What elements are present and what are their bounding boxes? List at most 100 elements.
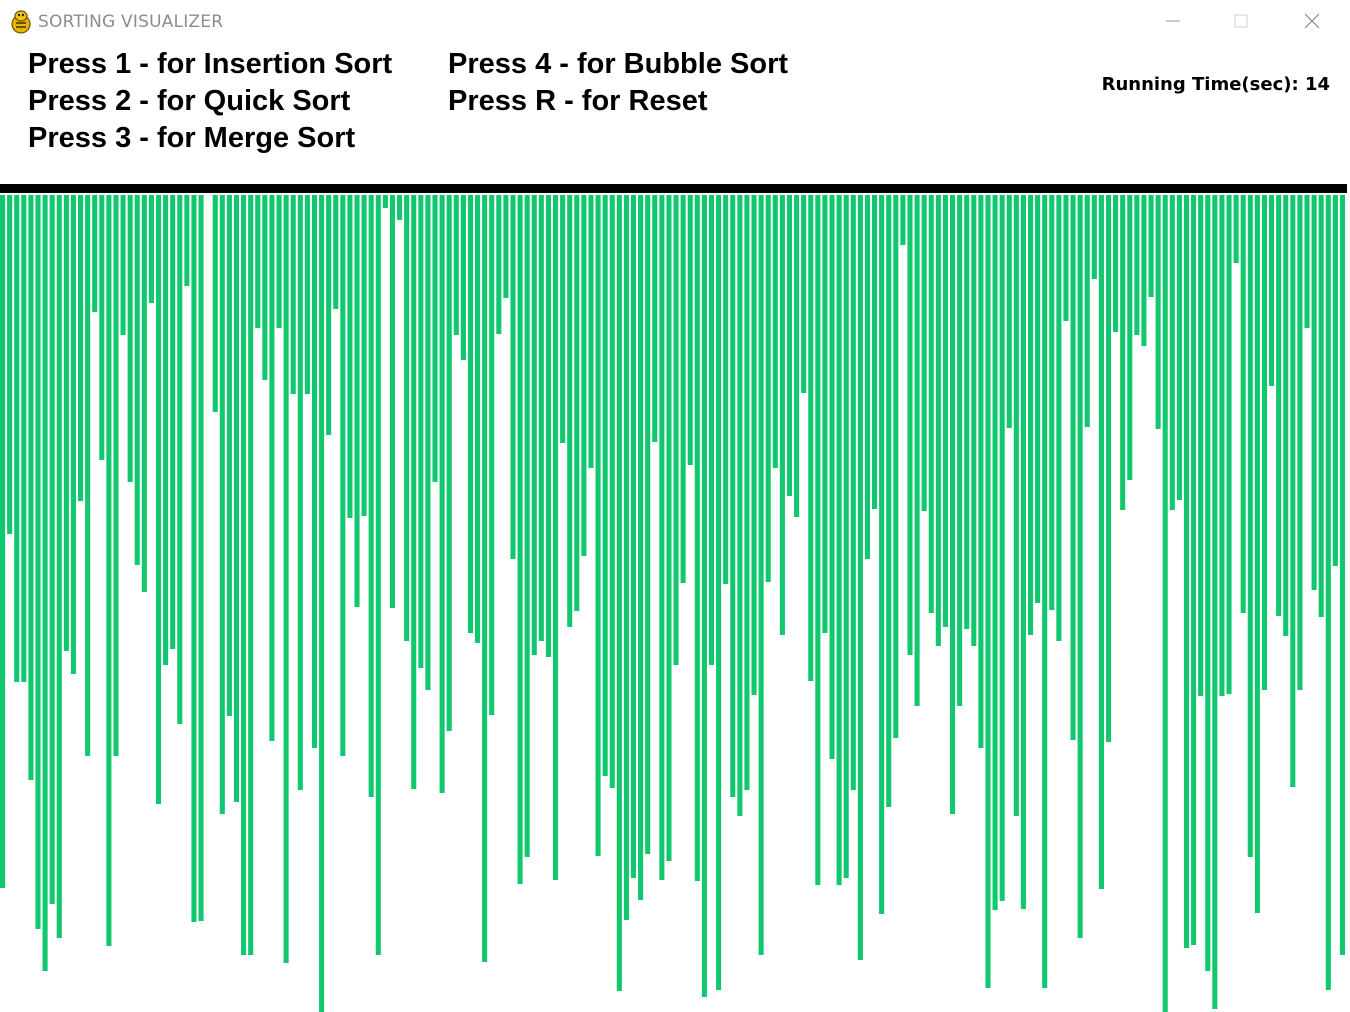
sort-bar bbox=[354, 195, 360, 607]
sort-bar bbox=[418, 195, 424, 668]
sort-bar bbox=[567, 195, 573, 627]
sort-bar bbox=[942, 195, 948, 627]
sort-bar bbox=[1198, 195, 1204, 696]
instruction-insertion-sort: Press 1 - for Insertion Sort bbox=[28, 48, 393, 80]
sort-bar bbox=[524, 195, 530, 857]
sort-bar bbox=[985, 195, 991, 988]
sort-bar bbox=[1332, 195, 1338, 566]
sort-bar bbox=[723, 195, 729, 584]
sort-bar bbox=[730, 195, 736, 797]
sort-bar bbox=[7, 195, 13, 534]
sort-bar bbox=[1084, 195, 1090, 427]
sort-bar bbox=[276, 195, 282, 328]
sort-bar bbox=[85, 195, 91, 756]
sort-bar bbox=[226, 195, 232, 716]
sort-bar bbox=[779, 195, 785, 635]
sort-bar bbox=[120, 195, 126, 335]
sort-bar bbox=[1205, 195, 1211, 971]
sort-bar bbox=[163, 195, 169, 665]
sort-bar bbox=[1063, 195, 1069, 321]
sort-bar bbox=[765, 195, 771, 582]
sort-bar bbox=[1283, 195, 1289, 636]
sort-bar bbox=[645, 195, 651, 854]
maximize-button[interactable] bbox=[1218, 0, 1264, 42]
sort-bar bbox=[404, 195, 410, 641]
sort-bar bbox=[588, 195, 594, 468]
sort-bar bbox=[1148, 195, 1154, 297]
sort-bar bbox=[347, 195, 353, 518]
sort-bar bbox=[687, 195, 693, 465]
sort-bar bbox=[21, 195, 27, 682]
sort-bar bbox=[1219, 195, 1225, 696]
close-button[interactable] bbox=[1289, 0, 1335, 42]
sort-bar bbox=[127, 195, 133, 482]
instruction-merge-sort: Press 3 - for Merge Sort bbox=[28, 122, 356, 154]
sort-bar bbox=[489, 195, 495, 715]
sort-bar bbox=[460, 195, 466, 360]
sort-bar bbox=[801, 195, 807, 393]
sort-bar bbox=[879, 195, 885, 914]
sort-bar bbox=[758, 195, 764, 955]
sort-bar bbox=[155, 195, 162, 804]
sort-bar bbox=[70, 195, 76, 674]
sort-bar bbox=[914, 195, 920, 706]
sort-bar bbox=[368, 195, 374, 797]
sort-bar bbox=[1042, 195, 1048, 988]
sort-bar bbox=[198, 195, 204, 921]
sort-bar bbox=[482, 195, 488, 962]
title-bar[interactable]: SORTING VISUALIZER bbox=[0, 0, 1350, 42]
sort-bar bbox=[1020, 195, 1026, 909]
sort-bar bbox=[531, 195, 537, 655]
window-edge bbox=[1347, 30, 1350, 1012]
sort-bar bbox=[148, 195, 154, 303]
sort-bar bbox=[326, 195, 332, 435]
sort-bar bbox=[219, 195, 225, 814]
header-divider bbox=[0, 184, 1347, 193]
sort-bar bbox=[77, 195, 84, 501]
sort-bar bbox=[340, 195, 346, 756]
sort-bar bbox=[680, 195, 686, 583]
sort-bar bbox=[652, 195, 658, 442]
sort-bar bbox=[1098, 195, 1104, 889]
sort-bar bbox=[872, 195, 878, 509]
sort-bar bbox=[184, 195, 190, 286]
sort-bar bbox=[474, 195, 481, 643]
sorting-bars-canvas bbox=[0, 195, 1345, 1012]
sort-bar bbox=[659, 195, 665, 880]
sort-bar bbox=[864, 195, 871, 559]
sort-bar bbox=[716, 195, 722, 990]
sort-bar bbox=[290, 195, 296, 394]
sort-bar bbox=[1325, 195, 1331, 990]
sort-bar bbox=[560, 195, 566, 443]
sort-bar bbox=[389, 195, 396, 608]
sort-bar bbox=[1155, 195, 1161, 429]
sort-bar bbox=[794, 195, 800, 517]
sort-bar bbox=[14, 195, 20, 682]
minimize-button[interactable] bbox=[1150, 0, 1196, 42]
sort-bar bbox=[134, 195, 140, 565]
sort-bar bbox=[694, 195, 700, 881]
sort-bar bbox=[978, 195, 984, 748]
sort-bar bbox=[1056, 195, 1062, 641]
instruction-bubble-sort: Press 4 - for Bubble Sort bbox=[448, 48, 789, 80]
window-title: SORTING VISUALIZER bbox=[38, 12, 224, 32]
sort-bar bbox=[1290, 195, 1296, 787]
pygame-snake-icon bbox=[11, 10, 31, 34]
sort-bar bbox=[375, 195, 381, 955]
sort-bar bbox=[425, 195, 431, 690]
sort-bar bbox=[772, 195, 778, 468]
sort-bar bbox=[63, 195, 69, 651]
sort-bar bbox=[382, 195, 388, 208]
sort-bar bbox=[297, 195, 303, 790]
sort-bar bbox=[177, 195, 183, 724]
sort-bar bbox=[269, 195, 275, 741]
sort-bar bbox=[1105, 195, 1112, 742]
sort-bar bbox=[517, 195, 523, 884]
sort-bar bbox=[397, 195, 403, 220]
sort-bar bbox=[1035, 195, 1041, 603]
sort-bar bbox=[496, 195, 502, 334]
sort-bar bbox=[212, 195, 218, 412]
sort-bar bbox=[92, 195, 98, 312]
sort-bar bbox=[255, 195, 261, 328]
sort-bar bbox=[503, 195, 509, 298]
